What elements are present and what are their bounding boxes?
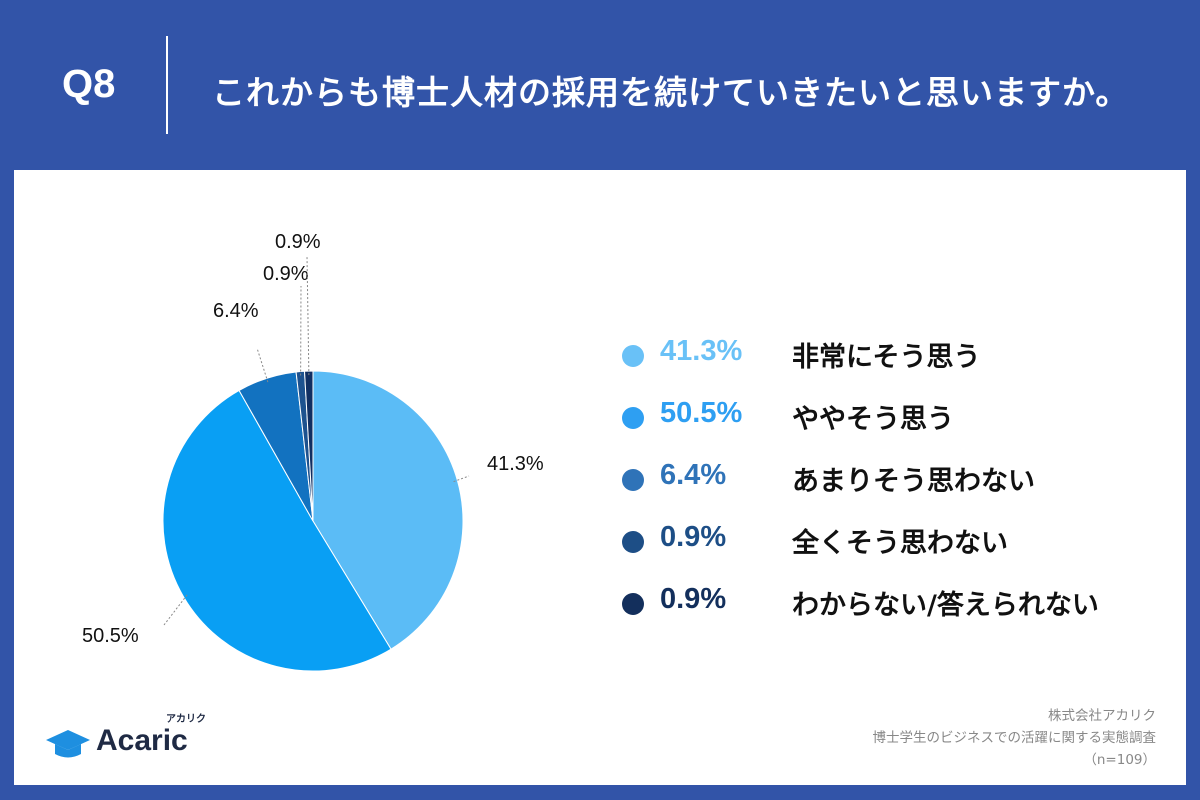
data-label: 0.9% (275, 231, 321, 253)
legend-percent: 6.4% (660, 459, 727, 491)
source-company: 株式会社アカリク (1048, 708, 1156, 724)
pie-slice (162, 389, 392, 672)
data-label: 50.5% (82, 625, 139, 647)
pie-slice (303, 370, 314, 522)
chart-card: 41.3% 50.5% 6.4% 0.9% 0.9% 41.3% 非常にそう思う 50.… (14, 170, 1186, 785)
question-number: Q8 (62, 62, 116, 106)
legend-dot (622, 531, 644, 553)
source-sample: （n=109） (1083, 752, 1156, 768)
legend-label: 非常にそう思う (792, 342, 981, 373)
legend-dot (622, 593, 644, 615)
pie-slice (312, 370, 464, 650)
question-title: これからも博士人材の採用を続けていきたいと思いますか。 (212, 73, 1130, 112)
legend-dot (622, 345, 644, 367)
header: Q8 これからも博士人材の採用を続けていきたいと思いますか。 (0, 0, 1200, 170)
logo-word: Acaric (96, 724, 188, 757)
leader-line (256, 347, 269, 383)
legend-dot (622, 469, 644, 491)
acaric-logo: アカリク Acaric (44, 714, 244, 762)
legend-percent: 0.9% (660, 521, 727, 553)
legend-item: 0.9% わからない/答えられない (622, 583, 1142, 645)
legend-label: あまりそう思わない (792, 466, 1035, 497)
legend-percent: 41.3% (660, 335, 743, 367)
source-note: 株式会社アカリク 博士学生のビジネスでの活躍に関する実態調査 （n=109） (873, 705, 1157, 771)
legend-item: 6.4% あまりそう思わない (622, 459, 1142, 521)
data-label: 6.4% (213, 300, 259, 322)
leader-line (163, 594, 188, 626)
legend-label: ややそう思う (792, 404, 954, 435)
leader-line (453, 475, 470, 483)
logo-kana: アカリク (166, 714, 206, 725)
graduation-cap-icon (46, 730, 90, 758)
data-label: 0.9% (263, 263, 309, 285)
source-survey: 博士学生のビジネスでの活躍に関する実態調査 (872, 730, 1157, 746)
legend-dot (622, 407, 644, 429)
legend: 41.3% 非常にそう思う 50.5% ややそう思う 6.4% あまりそう思わな… (622, 335, 1142, 645)
header-divider (166, 36, 168, 134)
legend-item: 50.5% ややそう思う (622, 397, 1142, 459)
legend-item: 0.9% 全くそう思わない (622, 521, 1142, 583)
legend-label: わからない/答えられない (792, 590, 1099, 621)
legend-item: 41.3% 非常にそう思う (622, 335, 1142, 397)
legend-label: 全くそう思わない (792, 528, 1008, 559)
pie-chart: 41.3%50.5%6.4%0.9%0.9% (82, 231, 544, 672)
legend-percent: 0.9% (660, 583, 727, 615)
data-label: 41.3% (487, 453, 544, 475)
legend-percent: 50.5% (660, 397, 743, 429)
